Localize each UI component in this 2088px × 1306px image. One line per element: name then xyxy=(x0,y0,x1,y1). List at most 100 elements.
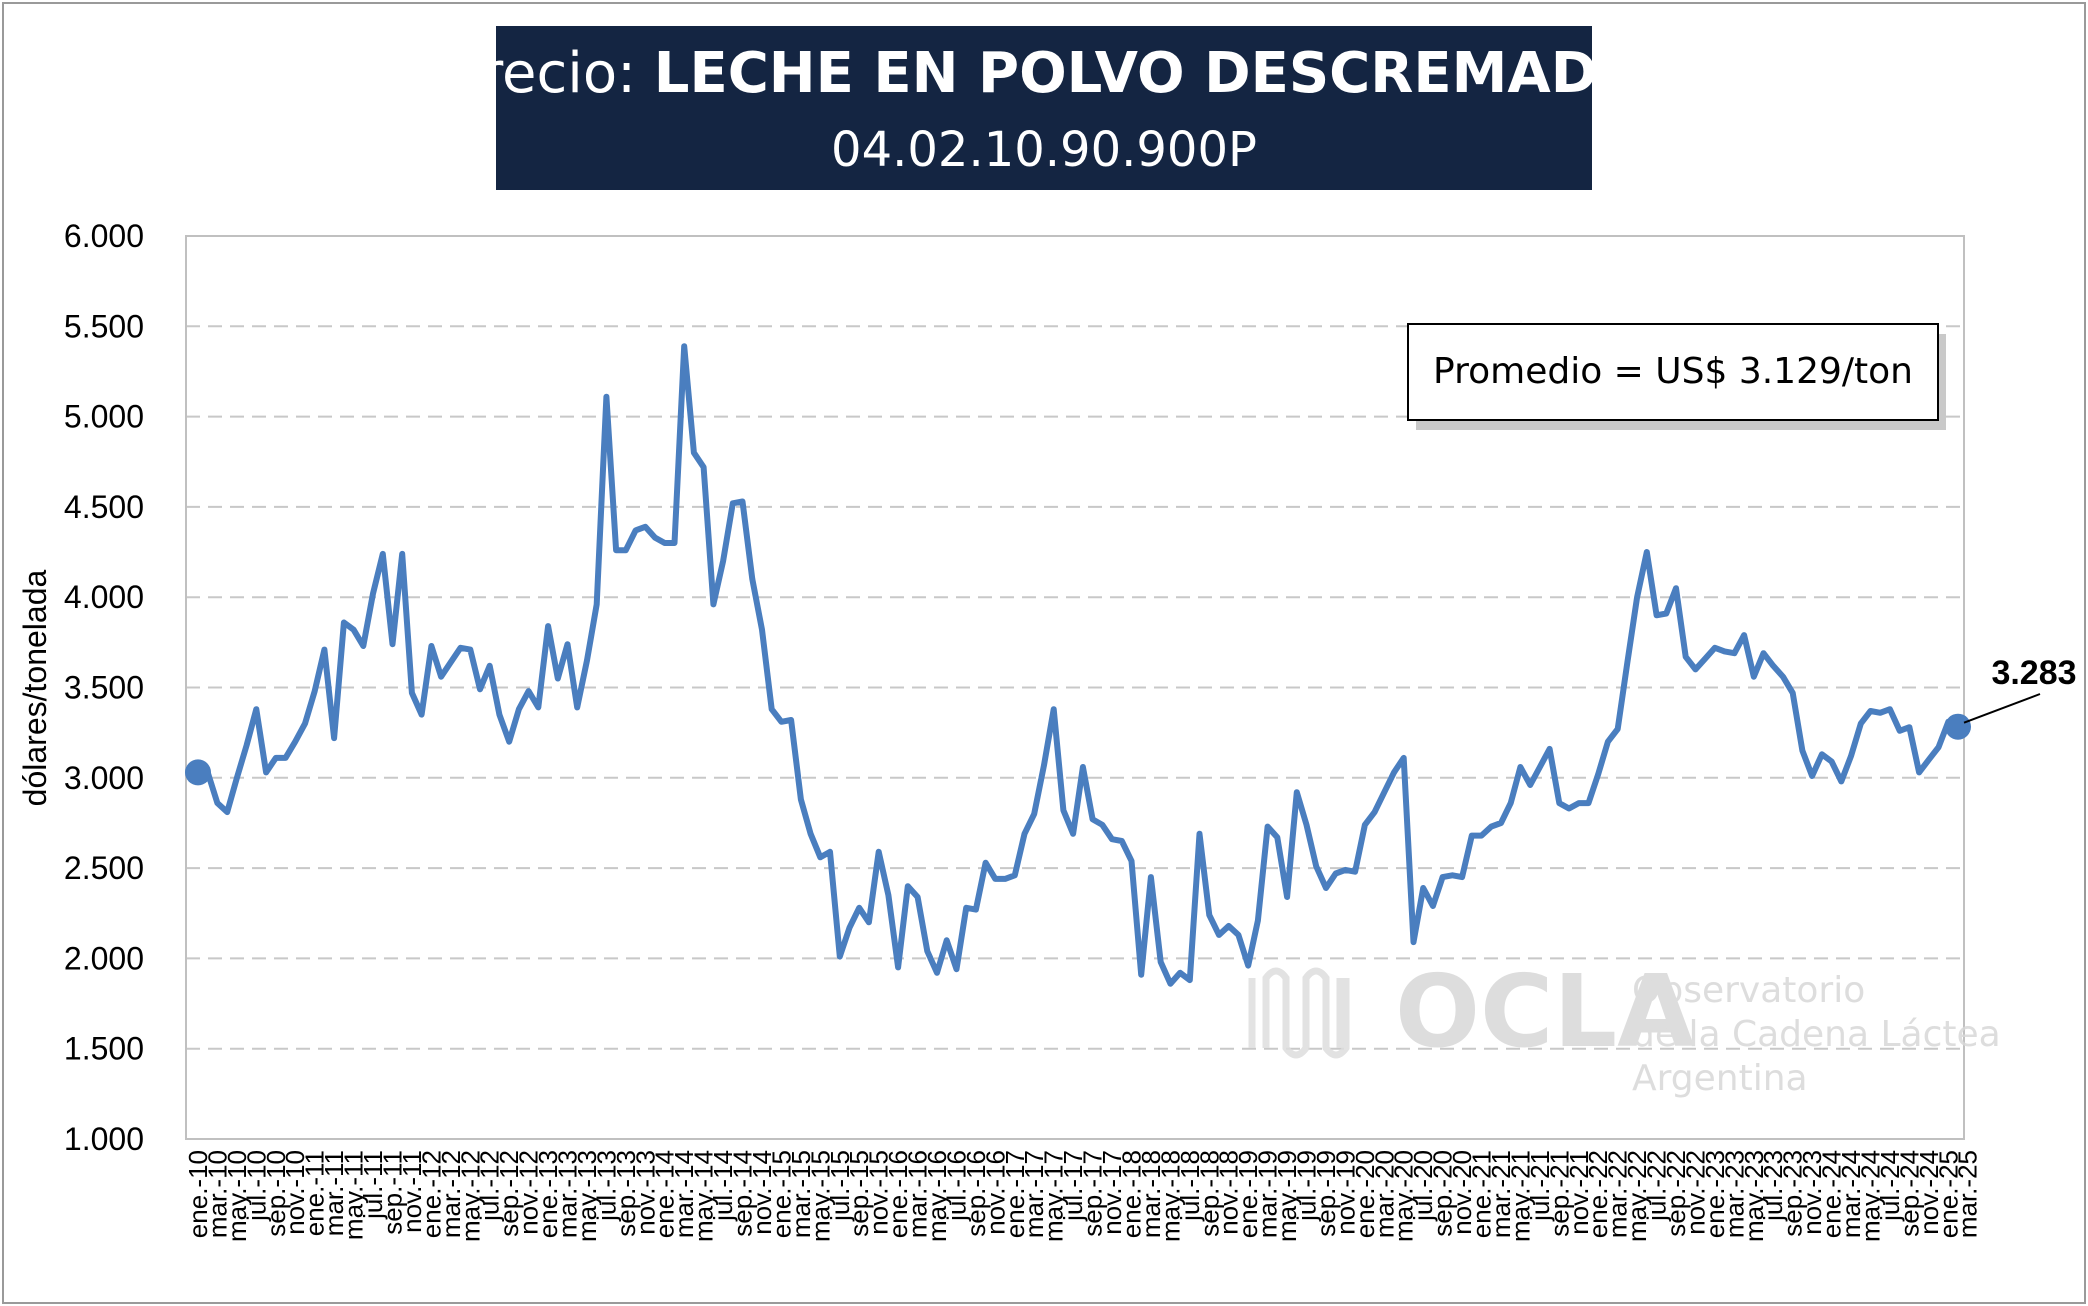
x-tick-label: may.-15 xyxy=(805,1150,835,1242)
x-tick-label: may.-12 xyxy=(455,1150,485,1242)
x-tick-label: ene.-19 xyxy=(1233,1150,1263,1238)
chart-title-main: LECHE EN POLVO DESCREMADA xyxy=(654,41,1641,106)
x-tick-label: sep.-20 xyxy=(1428,1150,1458,1237)
last-value-label: 3.283 xyxy=(1991,654,2076,692)
x-tick-label: jul.-16 xyxy=(941,1150,971,1222)
y-tick-label: 2.500 xyxy=(64,850,144,886)
x-tick-label: jul.-17 xyxy=(1058,1150,1088,1222)
x-tick-label: jul.-19 xyxy=(1292,1150,1322,1222)
x-tick-label: mar.-13 xyxy=(553,1150,583,1238)
x-tick-label: nov.-10 xyxy=(280,1150,310,1235)
x-tick-label: ene.-13 xyxy=(533,1150,563,1238)
watermark-line-3: Argentina xyxy=(1632,1058,1808,1099)
x-tick-label: jul.-18 xyxy=(1175,1150,1205,1222)
y-tick-label: 4.500 xyxy=(64,489,144,525)
x-tick-label: sep.-18 xyxy=(1194,1150,1224,1237)
y-tick-label: 5.000 xyxy=(64,399,144,435)
x-tick-label: mar.-12 xyxy=(436,1150,466,1238)
x-tick-label: may.-19 xyxy=(1272,1150,1302,1242)
x-tick-label: nov.-14 xyxy=(747,1150,777,1235)
x-tick-label: jul.-15 xyxy=(825,1150,855,1222)
x-tick-label: nov.-17 xyxy=(1097,1150,1127,1235)
x-tick-label: jul.-24 xyxy=(1875,1150,1905,1222)
x-tick-label: may.-18 xyxy=(1155,1150,1185,1242)
x-tick-label: sep.-13 xyxy=(611,1150,641,1237)
x-tick-label: sep.-14 xyxy=(728,1150,758,1237)
y-tick-label: 3.000 xyxy=(64,760,144,796)
x-tick-label: sep.-17 xyxy=(1078,1150,1108,1237)
x-tick-label: mar.-25 xyxy=(1953,1150,1983,1238)
x-tick-label: mar.-11 xyxy=(319,1150,349,1236)
x-tick-label: sep.-11 xyxy=(377,1150,407,1235)
ocla-watermark: OCLA Observatorio de la Cadena Láctea Ar… xyxy=(1248,953,2001,1099)
x-tick-label: nov.-13 xyxy=(630,1150,660,1235)
x-tick-label: ene.-15 xyxy=(766,1150,796,1238)
x-tick-label: mar.-19 xyxy=(1253,1150,1283,1238)
plot-area xyxy=(185,235,1965,1140)
y-tick-label: 5.500 xyxy=(64,308,144,344)
chart-subtitle: 04.02.10.90.900P xyxy=(831,122,1257,178)
x-tick-label: ene.-14 xyxy=(650,1150,680,1238)
x-tick-label: jul.-20 xyxy=(1408,1150,1438,1222)
grid-lines xyxy=(186,325,1964,1050)
y-axis-label: dólares/tonelada xyxy=(17,569,53,806)
x-tick-label: mar.-22 xyxy=(1603,1150,1633,1238)
x-tick-label: ene.-10 xyxy=(183,1150,213,1238)
x-tick-label: mar.-14 xyxy=(669,1150,699,1238)
x-tick-label: mar.-15 xyxy=(786,1150,816,1238)
x-tick-label: nov.-12 xyxy=(514,1150,544,1235)
first-point-marker xyxy=(185,759,211,786)
x-tick-label: may.-13 xyxy=(572,1150,602,1242)
x-tick-label: may.-14 xyxy=(689,1150,719,1242)
title-box xyxy=(496,26,1592,190)
chart-title: Precio: LECHE EN POLVO DESCREMADA xyxy=(447,41,1641,106)
average-label: Promedio = US$ 3.129/ton xyxy=(1433,351,1913,392)
x-tick-label: sep.-10 xyxy=(261,1150,291,1237)
x-tick-label: may.-20 xyxy=(1389,1150,1419,1242)
x-tick-label: mar.-23 xyxy=(1719,1150,1749,1238)
x-tick-label: sep.-22 xyxy=(1661,1150,1691,1237)
x-tick-label: nov.-11 xyxy=(397,1150,427,1233)
x-tick-label: ene.-11 xyxy=(300,1150,330,1236)
x-tick-label: sep.-21 xyxy=(1544,1150,1574,1237)
x-tick-label: may.-23 xyxy=(1739,1150,1769,1242)
y-tick-label: 6.000 xyxy=(64,218,144,254)
x-tick-label: ene.-16 xyxy=(883,1150,913,1238)
watermark-line-2: de la Cadena Láctea xyxy=(1632,1014,2001,1055)
x-tick-label: mar.-21 xyxy=(1486,1150,1516,1238)
average-box: Promedio = US$ 3.129/ton xyxy=(1407,323,1946,430)
y-tick-label: 1.500 xyxy=(64,1031,144,1067)
x-tick-label: may.-16 xyxy=(922,1150,952,1242)
x-tick-label: sep.-15 xyxy=(844,1150,874,1237)
series-line xyxy=(195,343,1961,987)
x-tick-label: may.-24 xyxy=(1855,1150,1885,1242)
watermark-line-1: Observatorio xyxy=(1632,970,1865,1011)
y-tick-label: 2.000 xyxy=(64,940,144,976)
x-tick-label: ene.-17 xyxy=(1000,1150,1030,1238)
x-axis-ticks: ene.-10mar.-10may.-10jul.-10sep.-10nov.-… xyxy=(183,1150,1983,1242)
y-axis-ticks: 1.000 1.500 2.000 2.500 3.000 3.500 4.000 4.500… xyxy=(64,218,144,1157)
x-tick-label: ene.-21 xyxy=(1467,1150,1497,1238)
x-tick-label: jul.-13 xyxy=(591,1150,621,1222)
x-tick-label: jul.-11 xyxy=(358,1150,388,1220)
x-tick-label: mar.-20 xyxy=(1369,1150,1399,1238)
watermark-logo-text: OCLA xyxy=(1395,953,1695,1070)
x-tick-label: ene.-23 xyxy=(1700,1150,1730,1238)
x-tick-label: nov.-24 xyxy=(1914,1150,1944,1235)
x-tick-label: ene.-20 xyxy=(1350,1150,1380,1238)
last-value-leader xyxy=(1963,693,2041,724)
ocla-logo-icon xyxy=(1248,967,1350,1059)
x-tick-label: nov.-22 xyxy=(1680,1150,1710,1235)
y-tick-label: 3.500 xyxy=(64,670,144,706)
x-tick-label: mar.-10 xyxy=(202,1150,232,1238)
x-tick-label: nov.-20 xyxy=(1447,1150,1477,1235)
x-tick-label: nov.-15 xyxy=(864,1150,894,1235)
x-tick-label: nov.-19 xyxy=(1330,1150,1360,1235)
x-tick-label: jul.-22 xyxy=(1642,1150,1672,1222)
x-tick-label: sep.-23 xyxy=(1778,1150,1808,1237)
x-tick-label: mar.-16 xyxy=(903,1150,933,1238)
x-tick-label: jul.-21 xyxy=(1525,1150,1555,1222)
